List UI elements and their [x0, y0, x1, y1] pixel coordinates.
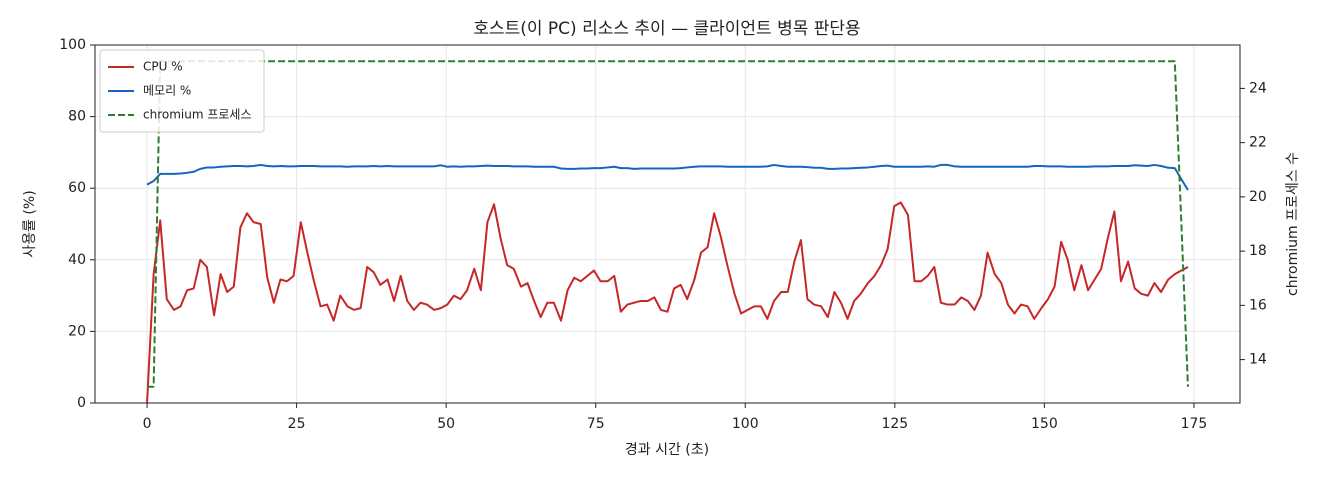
data-line: [146, 201, 1189, 404]
y-tick-label: 40: [68, 252, 86, 268]
legend-label: 메모리 %: [143, 84, 191, 98]
y-tick-label: 80: [68, 109, 86, 125]
y2-tick-label: 16: [1249, 297, 1267, 313]
x-tick-label: 125: [881, 416, 908, 432]
data-line: [146, 163, 1189, 191]
x-axis-label: 경과 시간 (초): [625, 442, 709, 458]
y-tick-label: 100: [59, 37, 86, 53]
y-tick-label: 0: [77, 395, 86, 411]
y-tick-label: 60: [68, 180, 86, 196]
x-tick-label: 75: [587, 416, 605, 432]
x-tick-label: 0: [143, 416, 152, 432]
legend-box: [99, 49, 265, 133]
x-tick-label: 150: [1031, 416, 1058, 432]
x-tick-label: 25: [288, 416, 306, 432]
y-tick-label: 20: [68, 323, 86, 339]
legend-label: chromium 프로세스: [143, 108, 252, 122]
x-tick-label: 100: [732, 416, 759, 432]
plot-frame: [94, 44, 1241, 404]
x-tick-label: 50: [437, 416, 455, 432]
chart-title: 호스트(이 PC) 리소스 추이 — 클라이언트 병목 판단용: [473, 19, 860, 39]
y2-tick-label: 24: [1249, 80, 1267, 96]
data-line: [147, 60, 1189, 388]
legend-label: CPU %: [143, 60, 183, 74]
y2-tick-label: 14: [1249, 352, 1267, 368]
y-axis-label: 사용률 (%): [22, 190, 38, 257]
y2-tick-label: 20: [1249, 189, 1267, 205]
y2-tick-label: 22: [1249, 135, 1267, 151]
y2-axis-label: chromium 프로세스 수: [1285, 152, 1301, 296]
y2-tick-label: 18: [1249, 243, 1267, 259]
x-tick-label: 175: [1181, 416, 1208, 432]
